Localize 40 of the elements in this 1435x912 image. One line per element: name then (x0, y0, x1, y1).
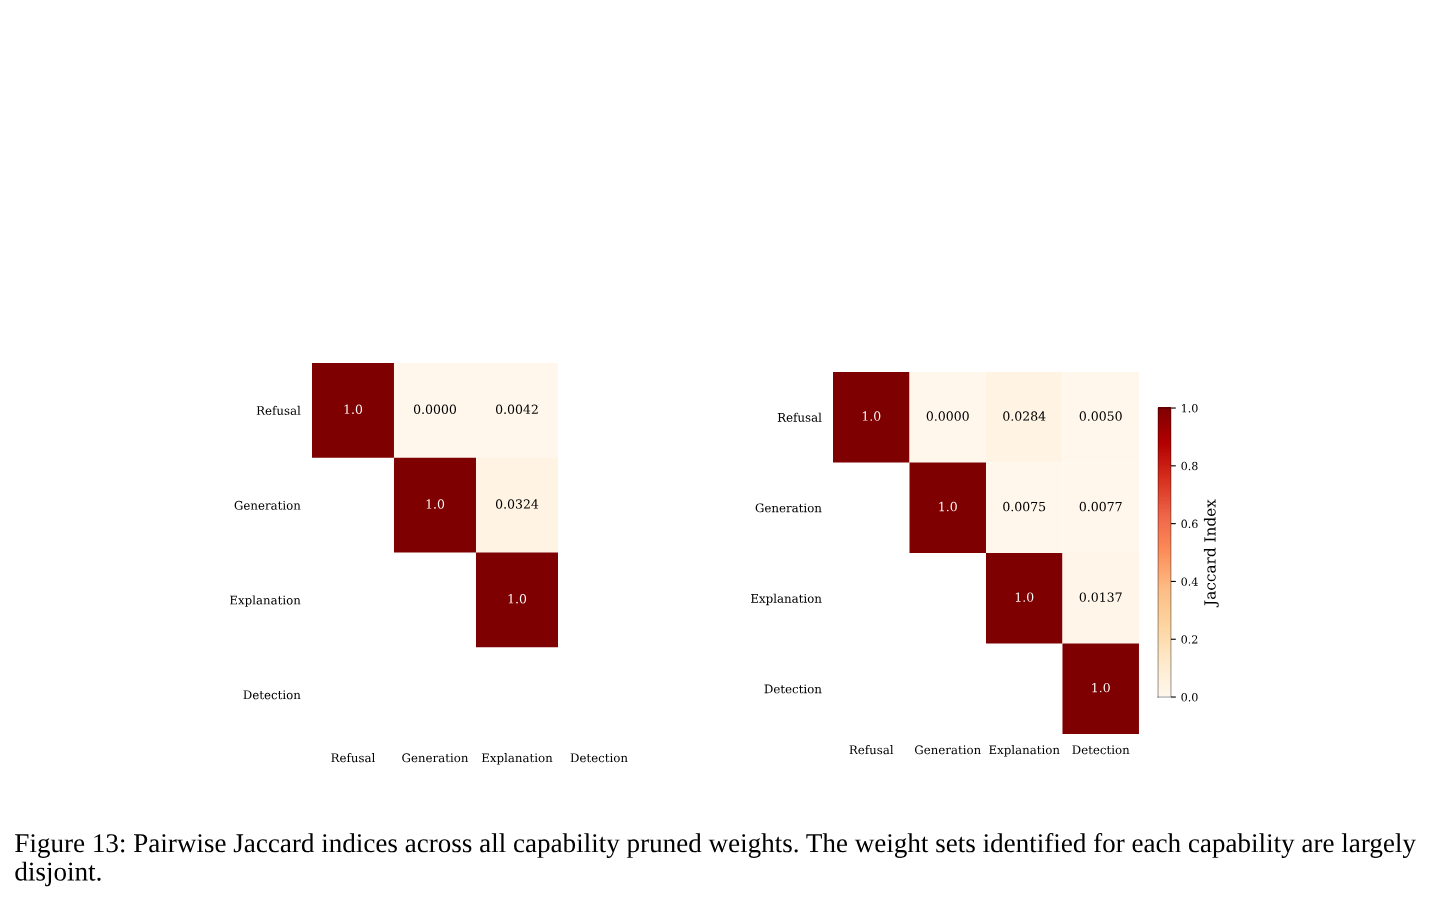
data-label: 1.0 (344, 404, 363, 414)
x-tick-label: Generation (402, 753, 469, 763)
x-tick-label: Generation (914, 745, 981, 755)
data-label: 0.0137 (1079, 592, 1122, 602)
x-tick-label: Detection (1072, 745, 1130, 755)
data-label: 0.0042 (495, 404, 538, 414)
color-bar-label: 0.0 (1181, 693, 1198, 702)
x-tick-label: Refusal (849, 745, 894, 755)
y-tick-label: Explanation (751, 593, 822, 606)
data-label: 1.0 (1015, 592, 1034, 602)
x-tick-label: Explanation (481, 753, 553, 765)
y-tick-label: Refusal (256, 405, 301, 416)
y-tick-label: Explanation (229, 595, 301, 607)
x-tick-label: Explanation (989, 745, 1060, 757)
color-bar-label: 0.8 (1181, 461, 1198, 471)
y-tick-label: Refusal (777, 412, 822, 422)
y-tick-label: Generation (755, 503, 822, 513)
y-tick-label: Detection (243, 690, 301, 700)
color-bar-label: 1.0 (1182, 404, 1198, 413)
color-bar-label: 0.6 (1181, 519, 1198, 529)
data-label: 1.0 (939, 501, 957, 512)
x-tick-label: Detection (570, 753, 628, 763)
data-label: 1.0 (508, 594, 527, 604)
data-label: 1.0 (426, 499, 445, 509)
y-tick-label: Generation (234, 500, 301, 510)
data-label: 0.0000 (926, 411, 969, 421)
data-label: 1.0 (1092, 682, 1110, 693)
color-bar-label: 0.2 (1181, 635, 1198, 644)
data-label: 0.0077 (1079, 501, 1122, 512)
data-label: 1.0 (862, 411, 881, 421)
color-bar-label: 0.4 (1181, 577, 1198, 586)
color-bar-title: Jaccard Index (1203, 499, 1219, 608)
data-label: 0.0284 (1003, 411, 1046, 421)
data-label: 0.0050 (1079, 411, 1122, 421)
data-label: 0.0075 (1003, 501, 1046, 512)
data-label: 0.0324 (495, 499, 539, 509)
caption: Figure 13: Pairwise Jaccard indices across all capability pruned weights. The weight sets identified for each capability are largely disjoint. (15, 833, 1416, 887)
y-tick-label: Detection (764, 684, 822, 694)
x-tick-label: Refusal (331, 753, 375, 763)
data-label: 0.0000 (413, 404, 457, 414)
